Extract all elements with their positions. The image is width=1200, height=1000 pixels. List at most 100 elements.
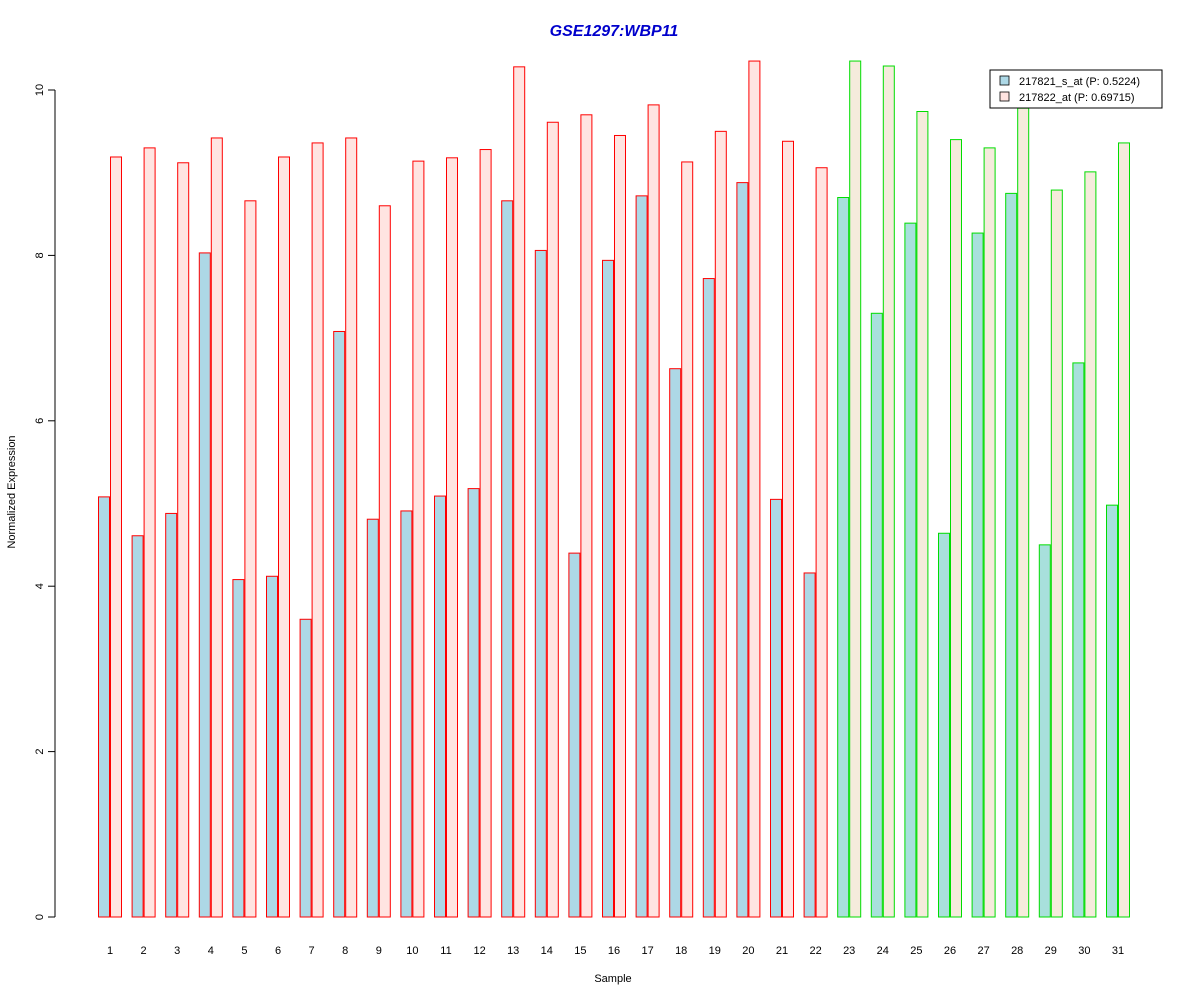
bar-series-2: [278, 156, 290, 918]
bar-series-1-outline: [198, 252, 211, 918]
bar-series-1-outline: [266, 575, 278, 918]
bar-series-1: [770, 499, 782, 917]
bar-series-2: [647, 104, 660, 918]
bar-series-1-outline: [165, 512, 178, 918]
bar-series-1-outline: [333, 330, 346, 918]
x-tick-label: 14: [541, 945, 553, 957]
bar-series-1: [400, 510, 412, 917]
bar-series-1-outline: [400, 510, 413, 918]
bar-series-2: [916, 111, 929, 918]
bar-series-2: [1017, 107, 1030, 918]
bar-series-1: [165, 513, 177, 917]
bar-series-2: [177, 162, 190, 918]
y-tick-label: 6: [34, 418, 46, 424]
bar-series-2: [849, 60, 862, 918]
bar-series-1: [98, 496, 110, 917]
bar-series-1: [1005, 193, 1017, 917]
x-tick-label: 3: [174, 945, 180, 957]
bar-series-1-outline: [736, 182, 749, 918]
bar-series-1: [132, 535, 144, 917]
bar-series-1: [199, 252, 211, 917]
x-tick-label: 30: [1078, 945, 1090, 957]
x-tick-label: 26: [944, 945, 956, 957]
x-tick-label: 17: [641, 945, 653, 957]
bar-series-2: [714, 130, 727, 918]
bar-series-1-outline: [1005, 192, 1018, 918]
bar-series-1-outline: [232, 579, 245, 918]
bar-series-1: [501, 200, 513, 917]
bar-series-2: [1084, 171, 1097, 918]
bar-series-2: [446, 157, 458, 918]
bar-series-2: [950, 139, 962, 918]
x-axis-labels: 1 2 3 4 5 6 7 8 9 10 11 12 13 14 15 16 17 18 19 20 21 22 23 24 2…: [107, 945, 1124, 957]
bars: [98, 60, 1130, 918]
bar-series-1-outline: [635, 195, 648, 918]
bar-series-1: [938, 533, 950, 917]
y-tick-label: 8: [34, 252, 46, 258]
x-tick-label: 13: [507, 945, 519, 957]
x-tick-label: 7: [309, 945, 315, 957]
x-tick-label: 18: [675, 945, 687, 957]
x-tick-label: 24: [877, 945, 889, 957]
bar-series-1-outline: [534, 249, 547, 918]
bar-series-1-outline: [904, 222, 917, 918]
y-axis: 0 2 4 6 8 10: [34, 84, 56, 920]
x-tick-label: 2: [141, 945, 147, 957]
x-tick-label: 6: [275, 945, 281, 957]
bar-series-1: [972, 233, 984, 918]
bar-series-2: [614, 134, 626, 918]
y-tick-label: 2: [34, 749, 46, 755]
legend-label-series-1: 217821_s_at (P: 0.5224): [1019, 76, 1140, 88]
bar-series-1-outline: [602, 259, 614, 918]
x-tick-label: 4: [208, 945, 214, 957]
x-tick-label: 27: [977, 945, 989, 957]
x-tick-label: 29: [1045, 945, 1057, 957]
x-tick-label: 23: [843, 945, 855, 957]
bar-series-2: [513, 66, 526, 918]
bar-series-2: [479, 149, 492, 918]
bar-series-1: [669, 368, 681, 918]
bar-series-1-outline: [366, 518, 379, 918]
bar-series-1-outline: [837, 197, 850, 918]
x-tick-label: 10: [406, 945, 418, 957]
x-tick-label: 1: [107, 945, 113, 957]
bar-series-1: [266, 576, 278, 917]
bar-series-1: [535, 250, 547, 918]
bar-series-1: [871, 313, 883, 917]
bar-series-1-outline: [971, 232, 984, 918]
bar-series-2: [412, 160, 425, 918]
y-tick-label: 4: [34, 583, 46, 589]
bar-series-2: [815, 167, 828, 918]
bar-series-1-outline: [1038, 544, 1051, 918]
bar-series-2: [143, 147, 156, 918]
bar-series-1: [1106, 505, 1118, 917]
bar-series-1-outline: [1106, 504, 1118, 918]
bar-series-1-outline: [1072, 362, 1085, 918]
x-tick-label: 31: [1112, 945, 1124, 957]
bar-series-1: [367, 519, 379, 917]
x-tick-label: 19: [709, 945, 721, 957]
x-tick-label: 28: [1011, 945, 1023, 957]
legend-box: [989, 69, 1163, 109]
bar-series-1: [703, 278, 715, 917]
legend-swatch-series-2: [999, 91, 1010, 102]
bar-series-1-outline: [702, 278, 715, 918]
x-tick-label: 22: [809, 945, 821, 957]
bar-series-2: [782, 140, 794, 918]
chart-title: GSE1297:WBP11: [550, 23, 679, 40]
bar-series-1-outline: [568, 552, 581, 918]
bar-series-1: [232, 579, 244, 917]
y-axis-title: Normalized Expression: [6, 435, 18, 548]
x-tick-label: 16: [608, 945, 620, 957]
bar-series-1: [1039, 544, 1051, 917]
bar-series-2: [1118, 142, 1130, 918]
bar-series-1-outline: [501, 200, 514, 918]
bar-series-2: [546, 121, 559, 918]
x-tick-label: 9: [376, 945, 382, 957]
bar-series-1: [333, 331, 345, 917]
bar-series-1: [468, 488, 480, 917]
bar-series-1: [568, 553, 580, 917]
bar-series-1-outline: [938, 532, 950, 918]
bar-series-1: [636, 195, 648, 917]
